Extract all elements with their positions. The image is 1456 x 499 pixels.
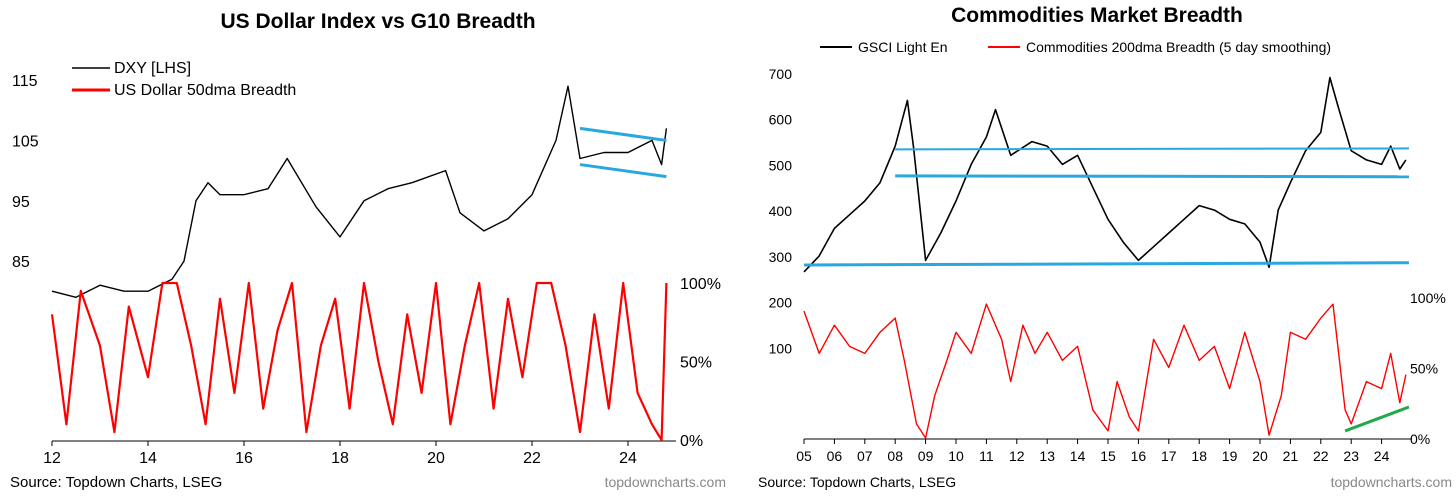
chart-title: Commodities Market Breadth: [951, 4, 1243, 27]
x-tick-label: 20: [1252, 448, 1268, 464]
annotation-support-line: [803, 261, 1409, 267]
x-tick-label: 20: [427, 450, 445, 467]
x-tick-label: 15: [1100, 448, 1116, 464]
right-axis-tick-label: 100%: [1410, 290, 1446, 306]
x-tick-label: 07: [857, 448, 873, 464]
left-axis-tick-label: 200: [769, 295, 793, 311]
right-axis-tick-label: 0%: [1410, 431, 1430, 447]
legend-label-breadth: Commodities 200dma Breadth (5 day smooth…: [1026, 39, 1331, 55]
x-tick-label: 13: [1039, 448, 1055, 464]
x-tick-label: 05: [796, 448, 812, 464]
left-axis-tick-label: 100: [769, 340, 793, 356]
x-tick-label: 11: [979, 448, 994, 464]
x-tick-label: 14: [1070, 448, 1086, 464]
x-tick-label: 12: [1009, 448, 1025, 464]
left-axis-tick-label: 700: [769, 66, 793, 82]
legend-label-gsci: GSCI Light En: [858, 39, 948, 55]
x-tick-label: 22: [1313, 448, 1329, 464]
x-tick-label: 24: [1374, 448, 1390, 464]
left-axis-tick-label: 400: [769, 203, 793, 219]
legend: GSCI Light En Commodities 200dma Breadth…: [820, 39, 1331, 55]
legend: DXY [LHS] US Dollar 50dma Breadth: [72, 60, 296, 99]
chart-panel-commodities: Commodities Market Breadth GSCI Light En…: [732, 0, 1456, 494]
x-tick-label: 18: [1191, 448, 1207, 464]
legend-label-dxy: DXY [LHS]: [114, 60, 191, 77]
x-tick-label: 09: [918, 448, 934, 464]
x-tick-label: 16: [1131, 448, 1147, 464]
source-note: Source: Topdown Charts, LSEG: [758, 474, 956, 490]
left-axis-tick-label: 500: [769, 157, 793, 173]
x-tick-label: 12: [43, 450, 61, 467]
x-tick-label: 08: [887, 448, 903, 464]
x-tick-label: 19: [1222, 448, 1238, 464]
x-tick-label: 14: [139, 450, 157, 467]
series-line-price: [51, 85, 668, 298]
chart-panel-dxy: US Dollar Index vs G10 Breadth DXY [LHS]…: [0, 0, 728, 494]
right-axis-tick-label: 50%: [1410, 361, 1438, 377]
x-tick-label: 24: [619, 450, 637, 467]
watermark: topdowncharts.com: [1331, 474, 1452, 490]
left-axis-tick-label: 600: [769, 112, 793, 128]
x-tick-label: 16: [235, 450, 253, 467]
annotation-support-line: [895, 174, 1409, 179]
series-line-breadth: [50, 281, 668, 442]
right-axis-tick-label: 0%: [680, 433, 703, 450]
chart-title: US Dollar Index vs G10 Breadth: [220, 10, 535, 33]
chart-commodities-svg: Commodities Market Breadth GSCI Light En…: [758, 4, 1452, 490]
chart-dxy-svg: US Dollar Index vs G10 Breadth DXY [LHS]…: [10, 10, 726, 491]
x-tick-label: 10: [948, 448, 964, 464]
legend-label-breadth: US Dollar 50dma Breadth: [114, 82, 296, 99]
left-axis-tick-label: 300: [769, 249, 793, 265]
x-tick-label: 17: [1161, 448, 1177, 464]
x-tick-label: 06: [827, 448, 843, 464]
left-axis-tick-label: 115: [12, 73, 38, 90]
series-line-breadth: [803, 303, 1407, 439]
left-axis-tick-label: 95: [12, 194, 30, 211]
source-note: Source: Topdown Charts, LSEG: [10, 474, 222, 491]
x-tick-label: 18: [331, 450, 349, 467]
annotation-resistance-line: [895, 147, 1409, 151]
x-tick-label: 21: [1283, 448, 1299, 464]
annotation-trend-line: [1344, 405, 1410, 433]
annotation-channel-line: [579, 163, 667, 179]
x-tick-label: 23: [1343, 448, 1359, 464]
series-line-price: [803, 76, 1407, 273]
right-axis-tick-label: 100%: [680, 276, 721, 293]
left-axis-tick-label: 105: [12, 133, 39, 150]
right-axis-tick-label: 50%: [680, 355, 712, 372]
x-tick-label: 22: [523, 450, 541, 467]
annotation-channel-line: [579, 126, 667, 142]
watermark: topdowncharts.com: [605, 474, 726, 490]
left-axis-tick-label: 85: [12, 254, 30, 271]
